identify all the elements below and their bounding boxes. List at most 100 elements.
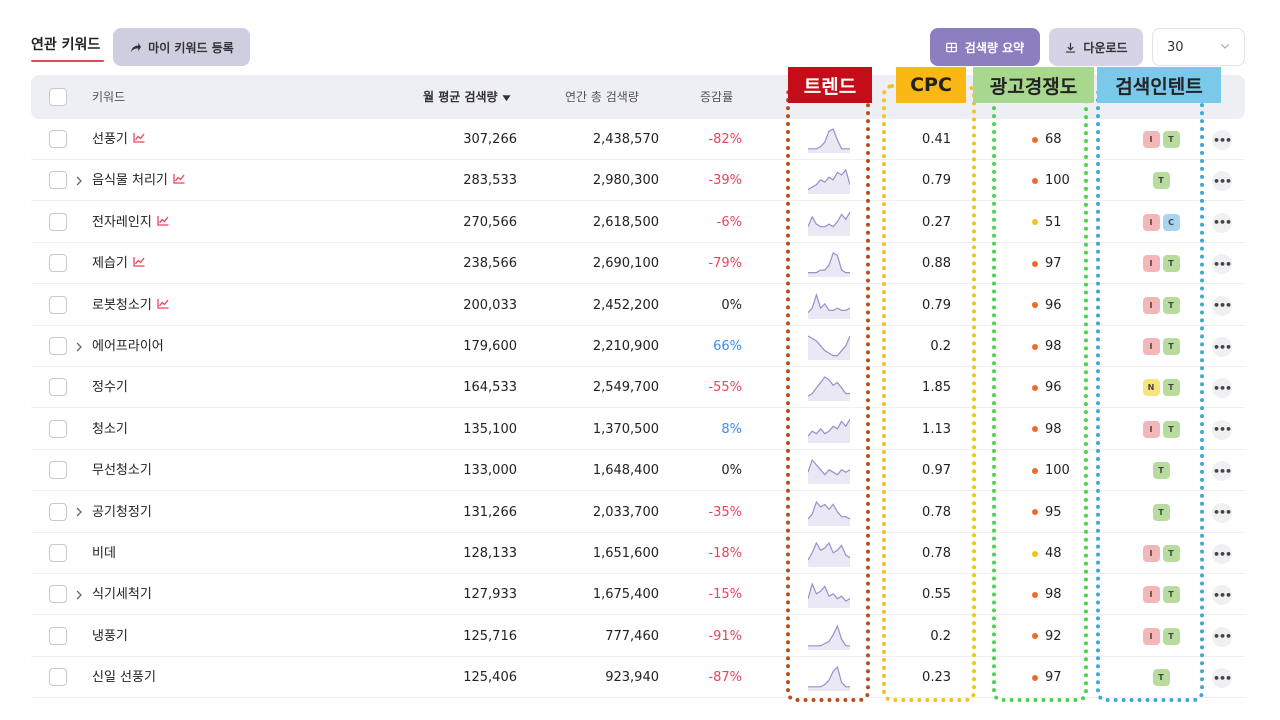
intent-badge: C	[1162, 213, 1180, 231]
row-checkbox[interactable]	[49, 212, 67, 231]
row-checkbox[interactable]	[49, 295, 67, 314]
table-row[interactable]: 선풍기 307,266 2,438,570 -82% 0.41 68 I T •••	[31, 119, 1245, 160]
keyword-cell[interactable]: 정수기	[92, 367, 128, 408]
row-checkbox[interactable]	[49, 461, 67, 480]
expand-chevron-icon[interactable]	[75, 326, 83, 367]
more-options-icon[interactable]: •••	[1212, 626, 1232, 647]
table-row[interactable]: 전자레인지 270,566 2,618,500 -6% 0.27 51 I C •••	[31, 202, 1245, 243]
register-my-keyword-button[interactable]: 마이 키워드 등록	[113, 28, 250, 66]
row-checkbox[interactable]	[49, 502, 67, 521]
keyword-cell[interactable]: 로봇청소기	[92, 285, 169, 326]
table-row[interactable]: 비데 128,133 1,651,600 -18% 0.78 48 I T •••	[31, 533, 1245, 574]
intent-badge: N	[1142, 379, 1160, 397]
table-row[interactable]: 에어프라이어 179,600 2,210,900 66% 0.2 98 I T •••	[31, 326, 1245, 367]
column-header-yearly[interactable]: 연간 총 검색량	[565, 90, 639, 104]
tab-related-keywords[interactable]: 연관 키워드	[31, 37, 101, 53]
more-options-icon[interactable]: •••	[1212, 461, 1232, 482]
tab-active-indicator	[31, 60, 104, 62]
more-options-icon[interactable]: •••	[1212, 502, 1232, 523]
keyword-text: 제습기	[92, 256, 128, 272]
keyword-cell[interactable]: 냉풍기	[92, 616, 128, 657]
row-checkbox[interactable]	[49, 130, 67, 148]
table-row[interactable]: 냉풍기 125,716 777,460 -91% 0.2 92 I T •••	[31, 616, 1245, 657]
intent-badge: I	[1142, 420, 1160, 438]
row-checkbox[interactable]	[49, 171, 67, 190]
change-rate-cell: -87%	[708, 670, 742, 686]
keyword-cell[interactable]: 에어프라이어	[92, 326, 164, 367]
column-header-keyword[interactable]: 키워드	[92, 90, 126, 104]
yearly-volume-cell: 1,370,500	[592, 421, 659, 437]
intent-badge: T	[1162, 379, 1180, 397]
keyword-cell[interactable]: 비데	[92, 533, 116, 574]
competition-value: 97	[1045, 256, 1062, 272]
keyword-cell[interactable]: 신일 선풍기	[92, 657, 156, 698]
keyword-cell[interactable]: 식기세척기	[92, 574, 152, 615]
row-checkbox[interactable]	[49, 254, 67, 273]
download-button[interactable]: 다운로드	[1049, 28, 1143, 66]
page-size-select[interactable]: 30	[1152, 28, 1245, 66]
keyword-cell[interactable]: 청소기	[92, 409, 128, 450]
competition-dot	[1032, 674, 1038, 681]
more-options-icon[interactable]: •••	[1212, 130, 1232, 150]
cpc-annotation-label: CPC	[896, 67, 966, 103]
table-row[interactable]: 로봇청소기 200,033 2,452,200 0% 0.79 96 I T •••	[31, 285, 1245, 326]
column-header-monthly-label: 월 평균 검색량	[423, 90, 498, 104]
competition-dot	[1032, 302, 1038, 309]
table-row[interactable]: 식기세척기 127,933 1,675,400 -15% 0.55 98 I T •••	[31, 574, 1245, 616]
keyword-cell[interactable]: 전자레인지	[92, 202, 169, 243]
table-row[interactable]: 공기청정기 131,266 2,033,700 -35% 0.78 95 T •••	[31, 492, 1245, 533]
competition-dot	[1032, 219, 1038, 226]
expand-chevron-icon[interactable]	[75, 160, 83, 201]
search-summary-button[interactable]: 검색량 요약	[930, 28, 1040, 66]
table-row[interactable]: 정수기 164,533 2,549,700 -55% 1.85 96 N T •••	[31, 367, 1245, 409]
row-checkbox[interactable]	[49, 544, 67, 562]
more-options-icon[interactable]: •••	[1212, 171, 1232, 192]
table-row[interactable]: 제습기 238,566 2,690,100 -79% 0.88 97 I T •••	[31, 243, 1245, 285]
keyword-cell[interactable]: 무선청소기	[92, 450, 152, 491]
cpc-cell: 0.78	[922, 546, 951, 561]
row-checkbox[interactable]	[49, 337, 67, 355]
keyword-cell[interactable]: 제습기	[92, 243, 145, 284]
more-options-icon[interactable]: •••	[1212, 544, 1232, 564]
select-all-checkbox[interactable]	[49, 88, 67, 106]
expand-chevron-icon[interactable]	[75, 492, 83, 533]
row-checkbox[interactable]	[49, 668, 67, 687]
competition-annotation-box	[992, 84, 1088, 702]
more-options-icon[interactable]: •••	[1212, 295, 1232, 316]
row-checkbox[interactable]	[49, 378, 67, 397]
more-options-icon[interactable]: •••	[1212, 254, 1232, 275]
search-summary-label: 검색량 요약	[964, 40, 1025, 55]
competition-value: 48	[1045, 546, 1062, 561]
table-row[interactable]: 무선청소기 133,000 1,648,400 0% 0.97 100 T •••	[31, 450, 1245, 492]
table-row[interactable]: 음식물 처리기 283,533 2,980,300 -39% 0.79 100 T •••	[31, 160, 1245, 202]
row-checkbox[interactable]	[49, 626, 67, 645]
competition-dot	[1032, 509, 1038, 516]
keyword-cell[interactable]: 음식물 처리기	[92, 160, 185, 201]
more-options-icon[interactable]: •••	[1212, 378, 1232, 399]
yearly-volume-cell: 2,618,500	[592, 214, 659, 230]
trend-annotation-label: 트렌드	[788, 67, 872, 103]
more-options-icon[interactable]: •••	[1212, 585, 1232, 606]
column-header-change[interactable]: 증감률	[700, 90, 734, 104]
more-options-icon[interactable]: •••	[1212, 668, 1232, 689]
row-checkbox[interactable]	[49, 419, 67, 438]
table-row[interactable]: 청소기 135,100 1,370,500 8% 1.13 98 I T •••	[31, 409, 1245, 450]
column-header-monthly[interactable]: 월 평균 검색량	[423, 75, 511, 119]
keyword-text: 식기세척기	[92, 587, 152, 603]
yearly-volume-cell: 2,033,700	[592, 504, 659, 520]
competition-dot	[1032, 384, 1038, 391]
arrow-share-icon	[129, 41, 141, 53]
monthly-volume-cell: 127,933	[463, 587, 517, 603]
table-row[interactable]: 신일 선풍기 125,406 923,940 -87% 0.23 97 T •••	[31, 657, 1245, 699]
more-options-icon[interactable]: •••	[1212, 212, 1232, 233]
expand-chevron-icon[interactable]	[75, 574, 83, 615]
keyword-cell[interactable]: 선풍기	[92, 119, 145, 160]
row-checkbox[interactable]	[49, 585, 67, 604]
competition-dot	[1032, 136, 1038, 143]
change-rate-cell: -79%	[708, 256, 742, 272]
more-options-icon[interactable]: •••	[1212, 337, 1232, 357]
keyword-cell[interactable]: 공기청정기	[92, 492, 152, 533]
more-options-icon[interactable]: •••	[1212, 419, 1232, 440]
